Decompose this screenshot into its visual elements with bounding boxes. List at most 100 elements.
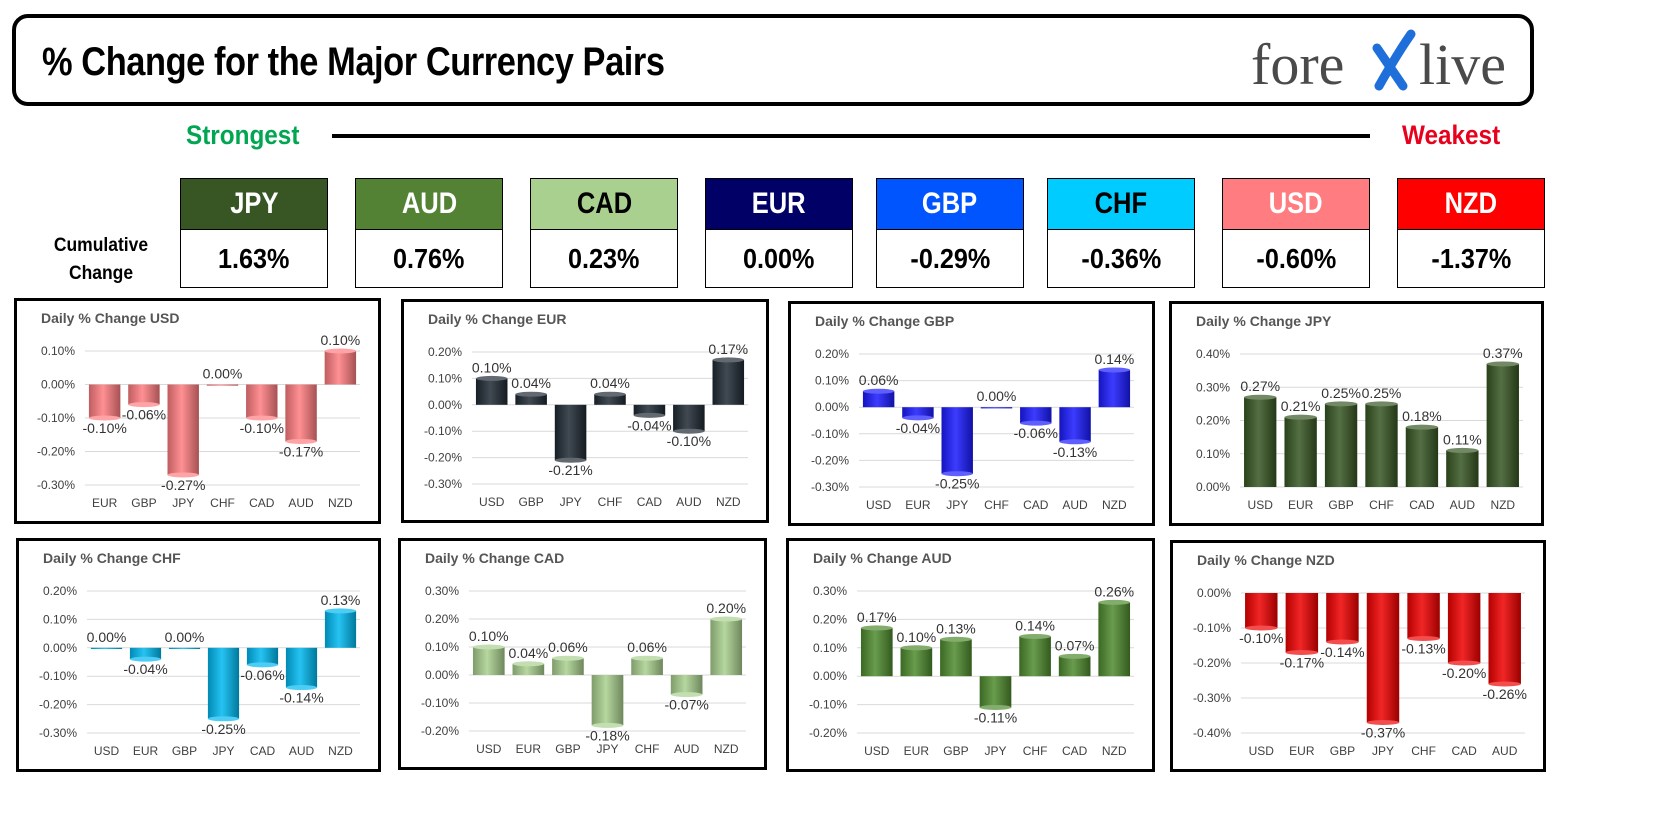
x-tick-label: CHF (210, 496, 235, 510)
x-tick-label: GBP (1330, 744, 1355, 758)
data-label: -0.25% (201, 721, 245, 737)
chart-panel-chf: Daily % Change CHF 0.20% 0.10% 0.00% -0.10% -… (16, 538, 381, 772)
x-tick-label: GBP (131, 496, 156, 510)
bar-cad (1058, 656, 1091, 677)
x-tick-label: JPY (212, 744, 234, 758)
forexlive-logo: fore live (1251, 29, 1506, 97)
x-tick-label: CHF (1023, 744, 1048, 758)
bar-cap (324, 348, 357, 354)
data-label: 0.27% (1240, 378, 1280, 394)
data-label: -0.04% (896, 420, 940, 436)
bar-jpy (167, 384, 199, 475)
bar-jpy (979, 676, 1012, 708)
bar-cap (324, 608, 357, 614)
bar-usd (472, 647, 505, 675)
bar-cap (1285, 650, 1319, 655)
currency-code: JPY (180, 178, 328, 230)
bar-cad (246, 384, 278, 418)
x-tick-label: CHF (984, 498, 1009, 512)
y-tick-label: 0.00% (815, 400, 849, 414)
strongest-label: Strongest (186, 120, 300, 150)
x-tick-label: AUD (674, 742, 700, 756)
bar-cad (1447, 593, 1481, 663)
y-tick-label: -0.30% (424, 477, 462, 491)
bar-usd (1244, 397, 1277, 487)
bar-cap (552, 655, 584, 661)
data-label: -0.13% (1401, 641, 1445, 657)
y-tick-label: 0.10% (813, 641, 847, 655)
x-tick-label: AUD (288, 496, 314, 510)
chart-panel-usd: Daily % Change USD 0.10% 0.00% -0.10% -0.20%… (14, 298, 381, 524)
data-label: -0.21% (548, 462, 592, 478)
x-tick-label: EUR (92, 496, 118, 510)
y-tick-label: 0.00% (1197, 586, 1231, 600)
chart-title: Daily % Change AUD (813, 550, 952, 566)
x-tick-label: GBP (518, 495, 543, 509)
data-label: 0.00% (87, 629, 127, 645)
cumulative-value-text: -0.36% (1081, 242, 1161, 274)
x-tick-label: GBP (1328, 498, 1353, 512)
currency-code: AUD (355, 178, 503, 230)
chart-panel-eur: Daily % Change EUR 0.20% 0.10% 0.00% -0.10% -… (401, 299, 769, 523)
currency-code-text: AUD (401, 187, 457, 220)
currency-code: CAD (530, 178, 678, 230)
bar-eur (512, 663, 545, 675)
data-label: 0.17% (708, 341, 748, 357)
x-tick-label: CHF (635, 742, 660, 756)
y-tick-label: -0.20% (37, 445, 75, 459)
y-tick-label: -0.20% (421, 724, 459, 738)
data-label: -0.10% (667, 433, 711, 449)
ranking-arrow-line (332, 134, 1370, 138)
bar-cad (1020, 407, 1052, 424)
cumulative-value: -0.60% (1222, 230, 1370, 288)
x-tick-label: EUR (133, 744, 159, 758)
x-tick-label: EUR (904, 744, 930, 758)
data-label: 0.07% (1055, 637, 1095, 653)
data-label: 0.10% (472, 359, 512, 375)
bar-nzd (710, 619, 743, 675)
data-label: -0.06% (240, 667, 284, 683)
bar-cap (594, 391, 626, 397)
x-tick-label: JPY (1372, 744, 1394, 758)
y-tick-label: 0.00% (813, 669, 847, 683)
x-tick-label: USD (866, 498, 892, 512)
currency-code: USD (1222, 178, 1370, 230)
bar-cap (128, 402, 160, 408)
bar-chf (594, 394, 626, 405)
y-tick-label: -0.10% (421, 696, 459, 710)
bar-usd (90, 647, 123, 649)
cumulative-value: -0.29% (876, 230, 1024, 288)
y-tick-label: -0.10% (809, 698, 847, 712)
y-tick-label: -0.20% (424, 451, 462, 465)
x-tick-label: GBP (555, 742, 580, 756)
currency-box-usd: USD -0.60% (1222, 178, 1370, 288)
bar-eur (902, 407, 934, 418)
x-tick-label: EUR (1289, 744, 1315, 758)
bar-cap (1405, 424, 1439, 430)
bar-gbp (1326, 593, 1359, 642)
y-tick-label: 0.30% (425, 584, 459, 598)
x-tick-label: AUD (289, 744, 315, 758)
currency-code: EUR (705, 178, 853, 230)
bar-cap (1365, 401, 1398, 407)
x-tick-label: CAD (1023, 498, 1049, 512)
bar-cap (979, 704, 1012, 710)
bar-usd (1245, 593, 1278, 628)
bar-gbp (1324, 403, 1358, 487)
cumulative-change-label: Cumulative Change (43, 232, 159, 288)
y-tick-label: -0.40% (1193, 726, 1231, 740)
data-label: 0.10% (897, 629, 937, 645)
bar-cap (512, 661, 545, 667)
data-label: 0.14% (1015, 617, 1055, 633)
bar-cap (246, 662, 279, 668)
cumulative-value: 0.76% (355, 230, 503, 288)
bar-cap (1019, 633, 1051, 639)
data-label: 0.26% (1094, 583, 1134, 599)
bar-cap (902, 415, 934, 421)
chart-title: Daily % Change CAD (425, 550, 564, 566)
bar-cap (1245, 625, 1278, 631)
bar-aud (1059, 407, 1091, 442)
bar-gbp (168, 647, 201, 649)
bar-cap (515, 391, 547, 397)
data-label: -0.26% (1483, 686, 1527, 702)
